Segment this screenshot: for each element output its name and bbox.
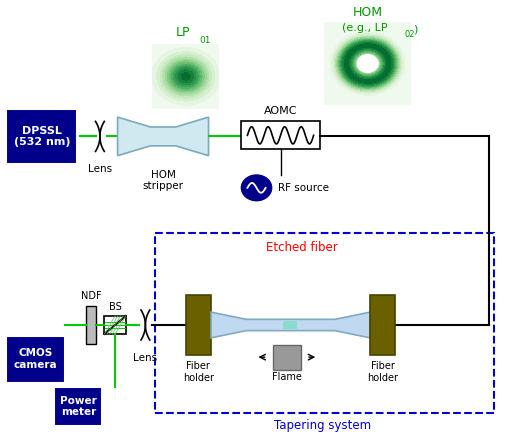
Polygon shape: [117, 117, 208, 156]
FancyBboxPatch shape: [7, 336, 65, 383]
Text: Flame: Flame: [272, 372, 302, 382]
Text: HOM
stripper: HOM stripper: [143, 170, 183, 191]
Text: Power
meter: Power meter: [60, 395, 97, 417]
FancyBboxPatch shape: [370, 295, 395, 355]
FancyBboxPatch shape: [186, 295, 211, 355]
Text: CMOS
camera: CMOS camera: [14, 348, 57, 370]
Text: Lens: Lens: [88, 164, 112, 174]
Text: LP: LP: [176, 26, 190, 39]
Circle shape: [241, 175, 272, 201]
Text: RF source: RF source: [278, 183, 329, 193]
Text: NDF: NDF: [81, 291, 102, 301]
Text: DPSSL
(532 nm): DPSSL (532 nm): [14, 126, 70, 147]
Circle shape: [357, 54, 379, 73]
Text: Etched fiber: Etched fiber: [266, 242, 338, 254]
Text: Tapering system: Tapering system: [274, 419, 371, 432]
Text: BS: BS: [109, 302, 121, 312]
FancyBboxPatch shape: [241, 121, 320, 149]
Text: Fiber
holder: Fiber holder: [183, 361, 214, 383]
Text: HOM: HOM: [353, 6, 383, 19]
Text: 01: 01: [199, 36, 211, 45]
Text: Fiber
holder: Fiber holder: [367, 361, 398, 383]
FancyBboxPatch shape: [86, 306, 97, 344]
Text: (e.g., LP: (e.g., LP: [342, 23, 388, 33]
Text: Lens: Lens: [133, 353, 157, 363]
Text: ): ): [413, 24, 418, 34]
FancyBboxPatch shape: [7, 109, 77, 164]
FancyBboxPatch shape: [283, 321, 297, 329]
FancyBboxPatch shape: [54, 387, 103, 426]
Text: AOMC: AOMC: [264, 106, 297, 116]
FancyBboxPatch shape: [105, 316, 125, 334]
Text: 02: 02: [404, 30, 415, 39]
Polygon shape: [211, 312, 370, 338]
FancyBboxPatch shape: [273, 345, 301, 370]
